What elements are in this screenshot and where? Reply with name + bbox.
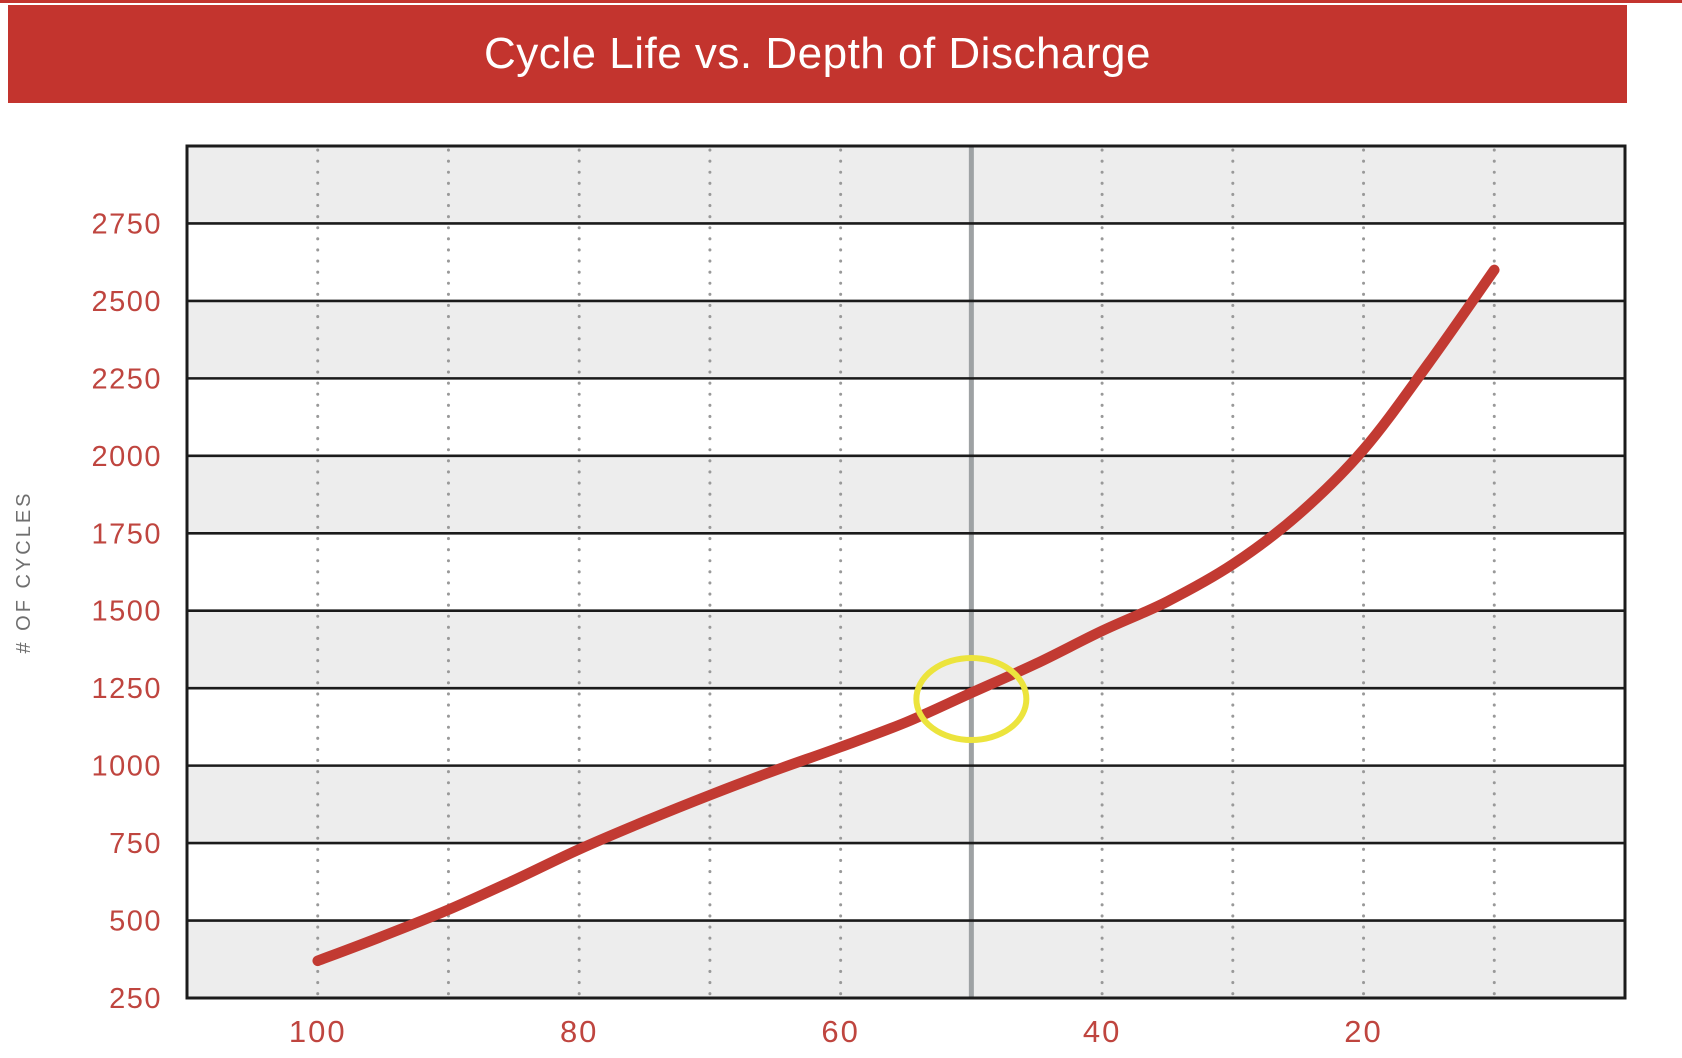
y-tick-label: 1750 bbox=[91, 518, 162, 550]
x-tick-label: 40 bbox=[1083, 1014, 1121, 1049]
title-banner: Cycle Life vs. Depth of Discharge bbox=[8, 5, 1627, 103]
x-tick-label: 20 bbox=[1344, 1014, 1382, 1049]
y-tick-label: 1500 bbox=[91, 596, 162, 628]
y-tick-label: 1000 bbox=[91, 751, 162, 783]
gray-band bbox=[187, 765, 1625, 844]
plot-background bbox=[187, 146, 1625, 998]
gray-band bbox=[187, 610, 1625, 689]
highlight-ellipse bbox=[913, 655, 1030, 744]
gray-band bbox=[187, 920, 1625, 998]
y-tick-label: 2000 bbox=[91, 441, 162, 473]
y-tick-label: 750 bbox=[109, 828, 162, 860]
y-tick-label: 1250 bbox=[91, 673, 162, 705]
top-red-rule bbox=[0, 0, 1682, 3]
y-axis-title: # OF CYCLES bbox=[13, 490, 35, 653]
chart-title: Cycle Life vs. Depth of Discharge bbox=[483, 29, 1151, 78]
y-tick-label: 2250 bbox=[91, 363, 162, 395]
x-tick-label: 100 bbox=[289, 1014, 347, 1049]
y-tick-label: 250 bbox=[109, 983, 162, 1015]
gray-band bbox=[187, 146, 1625, 224]
y-tick-label: 2500 bbox=[91, 286, 162, 318]
x-tick-label: 80 bbox=[560, 1014, 598, 1049]
gray-band bbox=[187, 300, 1625, 379]
gray-band bbox=[187, 455, 1625, 534]
y-tick-label: 500 bbox=[109, 906, 162, 938]
y-tick-label: 2750 bbox=[91, 208, 162, 240]
x-tick-label: 60 bbox=[821, 1014, 859, 1049]
plot-border bbox=[185, 144, 1627, 1000]
